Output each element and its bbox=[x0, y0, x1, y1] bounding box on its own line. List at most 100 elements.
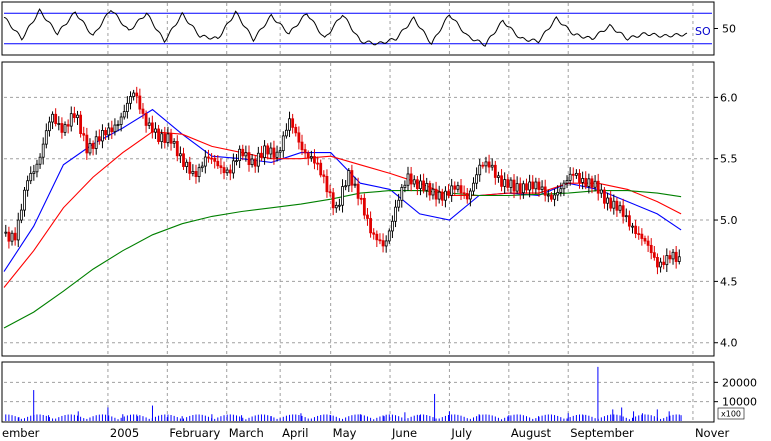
candle-body bbox=[603, 189, 606, 204]
candle-body bbox=[587, 178, 591, 187]
candle-body bbox=[122, 111, 126, 118]
candle-body bbox=[493, 164, 497, 178]
candle-body bbox=[85, 134, 89, 154]
candle-body bbox=[609, 197, 613, 209]
candle-body bbox=[419, 180, 422, 189]
oscillator-line bbox=[3, 8, 688, 47]
candle-body bbox=[497, 175, 500, 178]
candle-body bbox=[406, 173, 410, 186]
candle-body bbox=[197, 167, 201, 178]
month-label: 2005 bbox=[110, 426, 139, 440]
candle-body bbox=[434, 188, 438, 200]
candle-body bbox=[250, 158, 254, 166]
month-label: ember bbox=[2, 426, 40, 440]
candle-body bbox=[300, 141, 304, 151]
candle-body bbox=[422, 180, 425, 191]
price-tick-label: 5.0 bbox=[720, 214, 738, 227]
candle-body bbox=[490, 164, 494, 168]
candle-body bbox=[57, 123, 61, 125]
candle-body bbox=[462, 192, 466, 195]
candle-body bbox=[640, 233, 644, 239]
candle-body bbox=[244, 152, 248, 157]
candle-body bbox=[91, 143, 95, 149]
candle-body bbox=[646, 240, 650, 246]
volume-tick-label: 10000 bbox=[722, 396, 757, 409]
candle-body bbox=[440, 191, 444, 201]
candle-body bbox=[69, 113, 73, 127]
candle-body bbox=[359, 197, 363, 200]
candle-body bbox=[562, 182, 566, 190]
candle-body bbox=[29, 173, 33, 182]
candle-body bbox=[378, 239, 382, 242]
candle-body bbox=[369, 218, 372, 234]
candle-body bbox=[615, 200, 619, 211]
candle-body bbox=[509, 179, 513, 188]
candle-body bbox=[484, 161, 488, 167]
candle-body bbox=[306, 152, 310, 159]
price-tick-label: 4.0 bbox=[720, 337, 738, 350]
candle-body bbox=[72, 113, 76, 119]
candle-body bbox=[166, 133, 170, 143]
month-label: February bbox=[169, 426, 220, 440]
candle-body bbox=[172, 141, 176, 144]
x-axis: ember 2005 February March April May June July Au… bbox=[2, 426, 729, 440]
candle-body bbox=[110, 127, 114, 133]
candle-body bbox=[125, 102, 129, 112]
candle-body bbox=[338, 204, 341, 207]
candle-body bbox=[7, 231, 11, 242]
candle-body bbox=[23, 189, 26, 211]
moving-average-line-2 bbox=[3, 131, 682, 288]
candle-body bbox=[48, 121, 51, 132]
candle-body bbox=[649, 244, 653, 254]
candle-body bbox=[94, 136, 98, 149]
candle-body bbox=[141, 108, 145, 114]
candle-body bbox=[316, 162, 319, 165]
candle-body bbox=[13, 232, 17, 241]
month-label: April bbox=[282, 426, 308, 440]
oscillator-tick-label: 50 bbox=[722, 23, 736, 36]
price-tick-label: 4.5 bbox=[720, 275, 738, 288]
candle-body bbox=[362, 197, 366, 216]
candle-body bbox=[394, 206, 397, 222]
candle-body bbox=[222, 167, 226, 174]
candle-body bbox=[285, 129, 288, 137]
candle-body bbox=[63, 124, 67, 133]
candle-body bbox=[415, 179, 419, 189]
candle-body bbox=[278, 150, 282, 153]
candle-body bbox=[500, 175, 503, 187]
candle-body bbox=[228, 169, 232, 174]
candle-body bbox=[182, 153, 185, 167]
candle-body bbox=[319, 162, 323, 176]
candle-body bbox=[447, 190, 450, 196]
candle-body bbox=[596, 180, 600, 194]
month-label: August bbox=[511, 426, 552, 440]
candle-body bbox=[353, 183, 357, 186]
candle-body bbox=[574, 172, 578, 176]
candle-body bbox=[444, 190, 447, 201]
candle-body bbox=[288, 118, 291, 131]
candle-body bbox=[66, 124, 70, 127]
candle-body bbox=[157, 128, 160, 142]
candle-body bbox=[116, 124, 120, 126]
candle-body bbox=[178, 153, 182, 157]
candle-body bbox=[624, 215, 628, 218]
candle-body bbox=[665, 255, 669, 266]
candle-body bbox=[375, 233, 379, 241]
candle-body bbox=[356, 183, 360, 199]
price-frame bbox=[1, 61, 715, 357]
candle-body bbox=[328, 191, 332, 194]
candle-body bbox=[453, 185, 457, 190]
candle-body bbox=[366, 214, 369, 219]
candle-body bbox=[631, 225, 634, 228]
candle-body bbox=[409, 173, 413, 185]
candle-body bbox=[437, 191, 441, 200]
candle-body bbox=[263, 145, 266, 158]
candle-body bbox=[659, 261, 662, 268]
month-label: March bbox=[229, 426, 264, 440]
price-y-ticks: 4.0 4.5 5.0 5.5 6.0 bbox=[714, 91, 738, 350]
candle-body bbox=[397, 199, 401, 208]
candle-body bbox=[634, 225, 638, 234]
candle-body bbox=[82, 133, 86, 136]
candle-body bbox=[581, 178, 585, 183]
candle-body bbox=[144, 113, 148, 126]
